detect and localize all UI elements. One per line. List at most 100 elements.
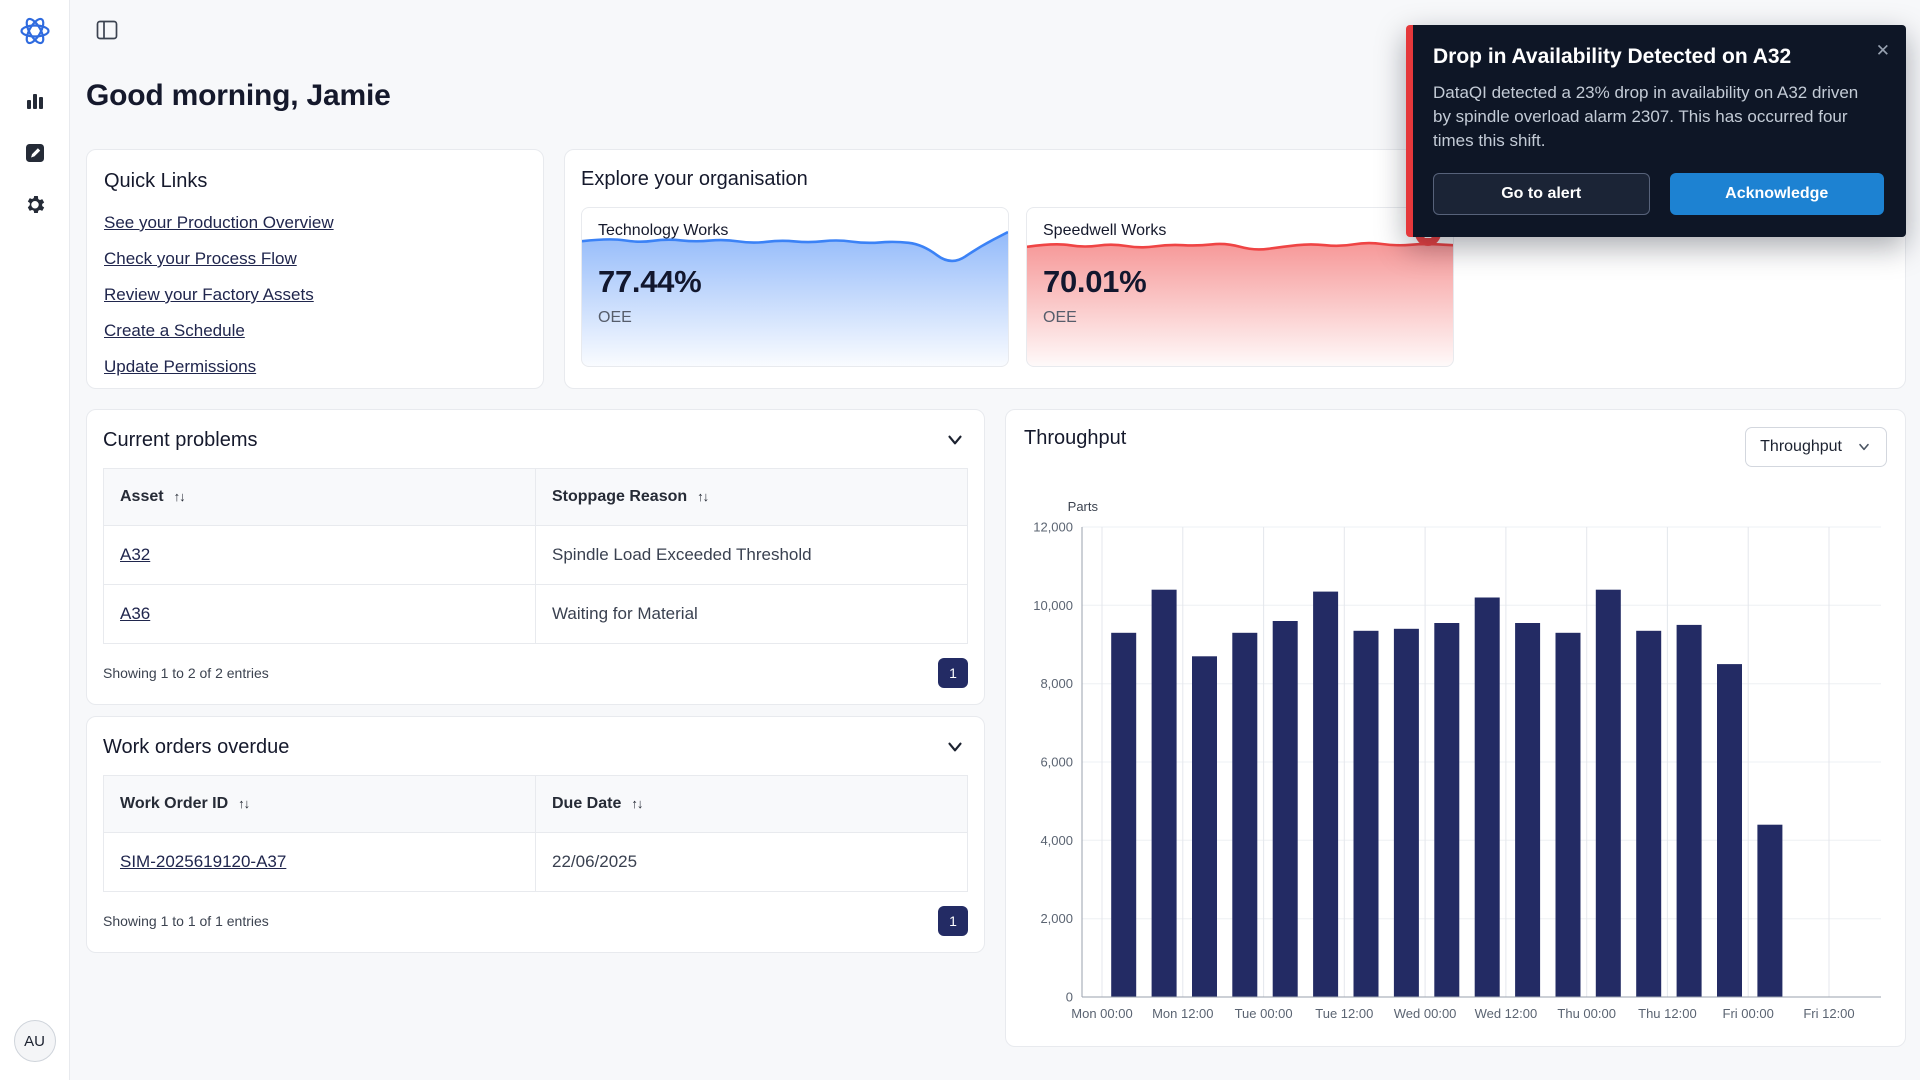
y-tick-label: 6,000 — [1040, 755, 1073, 770]
work-orders-title: Work orders overdue — [103, 736, 289, 759]
panel-toggle-icon — [96, 20, 118, 40]
site-card-speedwell-works[interactable]: Speedwell Works70.01%OEE2 — [1026, 207, 1454, 367]
throughput-bar-5[interactable] — [1273, 621, 1298, 997]
work-order-row: SIM-2025619120-A37 22/06/2025 — [104, 833, 968, 892]
site-oee-value: 70.01% — [1043, 264, 1437, 300]
work-orders-table: Work Order ID↑↓Due Date↑↓ SIM-2025619120… — [103, 775, 968, 892]
work-order-column-header-2[interactable]: Due Date↑↓ — [536, 776, 968, 833]
throughput-bar-16[interactable] — [1717, 664, 1742, 997]
throughput-bar-10[interactable] — [1475, 598, 1500, 998]
bottom-row: Current problems Asset ↑↓ Stoppage Reason ↑… — [86, 409, 1906, 1047]
throughput-bar-1[interactable] — [1111, 633, 1136, 997]
gear-icon — [23, 193, 47, 217]
alert-toast: ✕ Drop in Availability Detected on A32 D… — [1406, 25, 1906, 237]
sort-icon[interactable]: ↑↓ — [238, 796, 249, 811]
throughput-bar-2[interactable] — [1152, 590, 1177, 997]
sidebar-toggle-button[interactable] — [96, 20, 118, 40]
metric-select-value: Throughput — [1760, 438, 1842, 456]
column-label: Work Order ID — [120, 795, 228, 812]
throughput-bar-14[interactable] — [1636, 631, 1661, 997]
throughput-bar-12[interactable] — [1556, 633, 1581, 997]
sort-icon[interactable]: ↑↓ — [631, 796, 642, 811]
throughput-bar-3[interactable] — [1192, 656, 1217, 997]
edit-pencil-icon — [23, 141, 47, 165]
problem-column-header-2[interactable]: Stoppage Reason ↑↓ — [536, 469, 968, 526]
x-tick-label: Tue 12:00 — [1315, 1006, 1373, 1021]
column-label: Asset — [120, 488, 164, 505]
work-order-link[interactable]: SIM-2025619120-A37 — [120, 852, 286, 871]
throughput-bar-8[interactable] — [1394, 629, 1419, 997]
throughput-bar-13[interactable] — [1596, 590, 1621, 997]
throughput-bar-17[interactable] — [1757, 825, 1782, 997]
user-avatar[interactable]: AU — [14, 1020, 56, 1062]
problem-cell-value: Waiting for Material — [536, 585, 968, 644]
sidebar: AU — [0, 0, 70, 1080]
site-metric-label: OEE — [1043, 309, 1437, 327]
x-tick-label: Mon 12:00 — [1152, 1006, 1213, 1021]
app-logo[interactable] — [18, 14, 52, 51]
chevron-down-icon — [1856, 439, 1872, 455]
nav-settings-button[interactable] — [15, 185, 55, 225]
x-tick-label: Thu 00:00 — [1557, 1006, 1616, 1021]
quick-link-4[interactable]: Create a Schedule — [104, 321, 245, 340]
throughput-card: Throughput Throughput 02,0004,0006,0008,… — [1005, 409, 1906, 1047]
y-tick-label: 4,000 — [1040, 833, 1073, 848]
problem-row: A32 Spindle Load Exceeded Threshold — [104, 526, 968, 585]
entries-summary: Showing 1 to 1 of 1 entries — [103, 913, 269, 929]
collapse-chevron-icon[interactable] — [942, 734, 968, 760]
quick-link-5[interactable]: Update Permissions — [104, 357, 256, 376]
throughput-bar-9[interactable] — [1434, 623, 1459, 997]
problem-column-header-1[interactable]: Asset ↑↓ — [104, 469, 536, 526]
quick-link-3[interactable]: Review your Factory Assets — [104, 285, 314, 304]
nav-dashboards-button[interactable] — [15, 81, 55, 121]
problem-cell-id: A36 — [104, 585, 536, 644]
quick-links-title: Quick Links — [104, 170, 526, 193]
current-problems-title: Current problems — [103, 429, 258, 452]
bar-chart-icon — [23, 89, 47, 113]
work-order-cell-value: 22/06/2025 — [536, 833, 968, 892]
work-orders-card: Work orders overdue Work Order ID↑↓Due D… — [86, 716, 985, 953]
throughput-bar-15[interactable] — [1677, 625, 1702, 997]
site-metric-label: OEE — [598, 309, 992, 327]
throughput-bar-6[interactable] — [1313, 592, 1338, 997]
current-problems-table: Asset ↑↓ Stoppage Reason ↑↓ A32 Spindle Load… — [103, 468, 968, 644]
y-tick-label: 12,000 — [1033, 520, 1073, 535]
go-to-alert-button[interactable]: Go to alert — [1433, 173, 1650, 215]
site-name: Technology Works — [598, 222, 992, 240]
entries-summary: Showing 1 to 2 of 2 entries — [103, 665, 269, 681]
y-tick-label: 2,000 — [1040, 911, 1073, 926]
x-tick-label: Fri 00:00 — [1723, 1006, 1774, 1021]
x-tick-label: Fri 12:00 — [1803, 1006, 1854, 1021]
x-tick-label: Wed 00:00 — [1394, 1006, 1457, 1021]
x-tick-label: Mon 00:00 — [1071, 1006, 1132, 1021]
problem-link[interactable]: A36 — [120, 604, 150, 623]
work-order-column-header-1[interactable]: Work Order ID ↑↓ — [104, 776, 536, 833]
toast-body: DataQI detected a 23% drop in availabili… — [1433, 81, 1884, 153]
toast-title: Drop in Availability Detected on A32 — [1433, 45, 1884, 69]
problem-link[interactable]: A32 — [120, 545, 150, 564]
site-card-technology-works[interactable]: Technology Works77.44%OEE — [581, 207, 1009, 367]
pagination-page-1[interactable]: 1 — [938, 658, 968, 688]
problem-cell-value: Spindle Load Exceeded Threshold — [536, 526, 968, 585]
throughput-bar-4[interactable] — [1232, 633, 1257, 997]
quick-link-item: Review your Factory Assets — [104, 285, 526, 305]
table-header-row: Work Order ID↑↓Due Date↑↓ — [104, 776, 968, 833]
pagination-page-1[interactable]: 1 — [938, 906, 968, 936]
problem-row: A36 Waiting for Material — [104, 585, 968, 644]
metric-select[interactable]: Throughput — [1745, 427, 1887, 467]
sort-icon[interactable]: ↑↓ — [174, 489, 185, 504]
column-label: Stoppage Reason — [552, 488, 687, 505]
table-header-row: Asset ↑↓ Stoppage Reason ↑↓ — [104, 469, 968, 526]
quick-link-1[interactable]: See your Production Overview — [104, 213, 334, 232]
quick-links-card: Quick Links See your Production Overview… — [86, 149, 544, 389]
sort-icon[interactable]: ↑↓ — [697, 489, 708, 504]
throughput-bar-7[interactable] — [1354, 631, 1379, 997]
close-icon[interactable]: ✕ — [1876, 41, 1890, 61]
throughput-title: Throughput — [1024, 427, 1126, 450]
collapse-chevron-icon[interactable] — [942, 427, 968, 453]
quick-link-2[interactable]: Check your Process Flow — [104, 249, 297, 268]
nav-edit-button[interactable] — [15, 133, 55, 173]
throughput-bar-11[interactable] — [1515, 623, 1540, 997]
acknowledge-button[interactable]: Acknowledge — [1670, 173, 1885, 215]
site-name: Speedwell Works — [1043, 222, 1437, 240]
